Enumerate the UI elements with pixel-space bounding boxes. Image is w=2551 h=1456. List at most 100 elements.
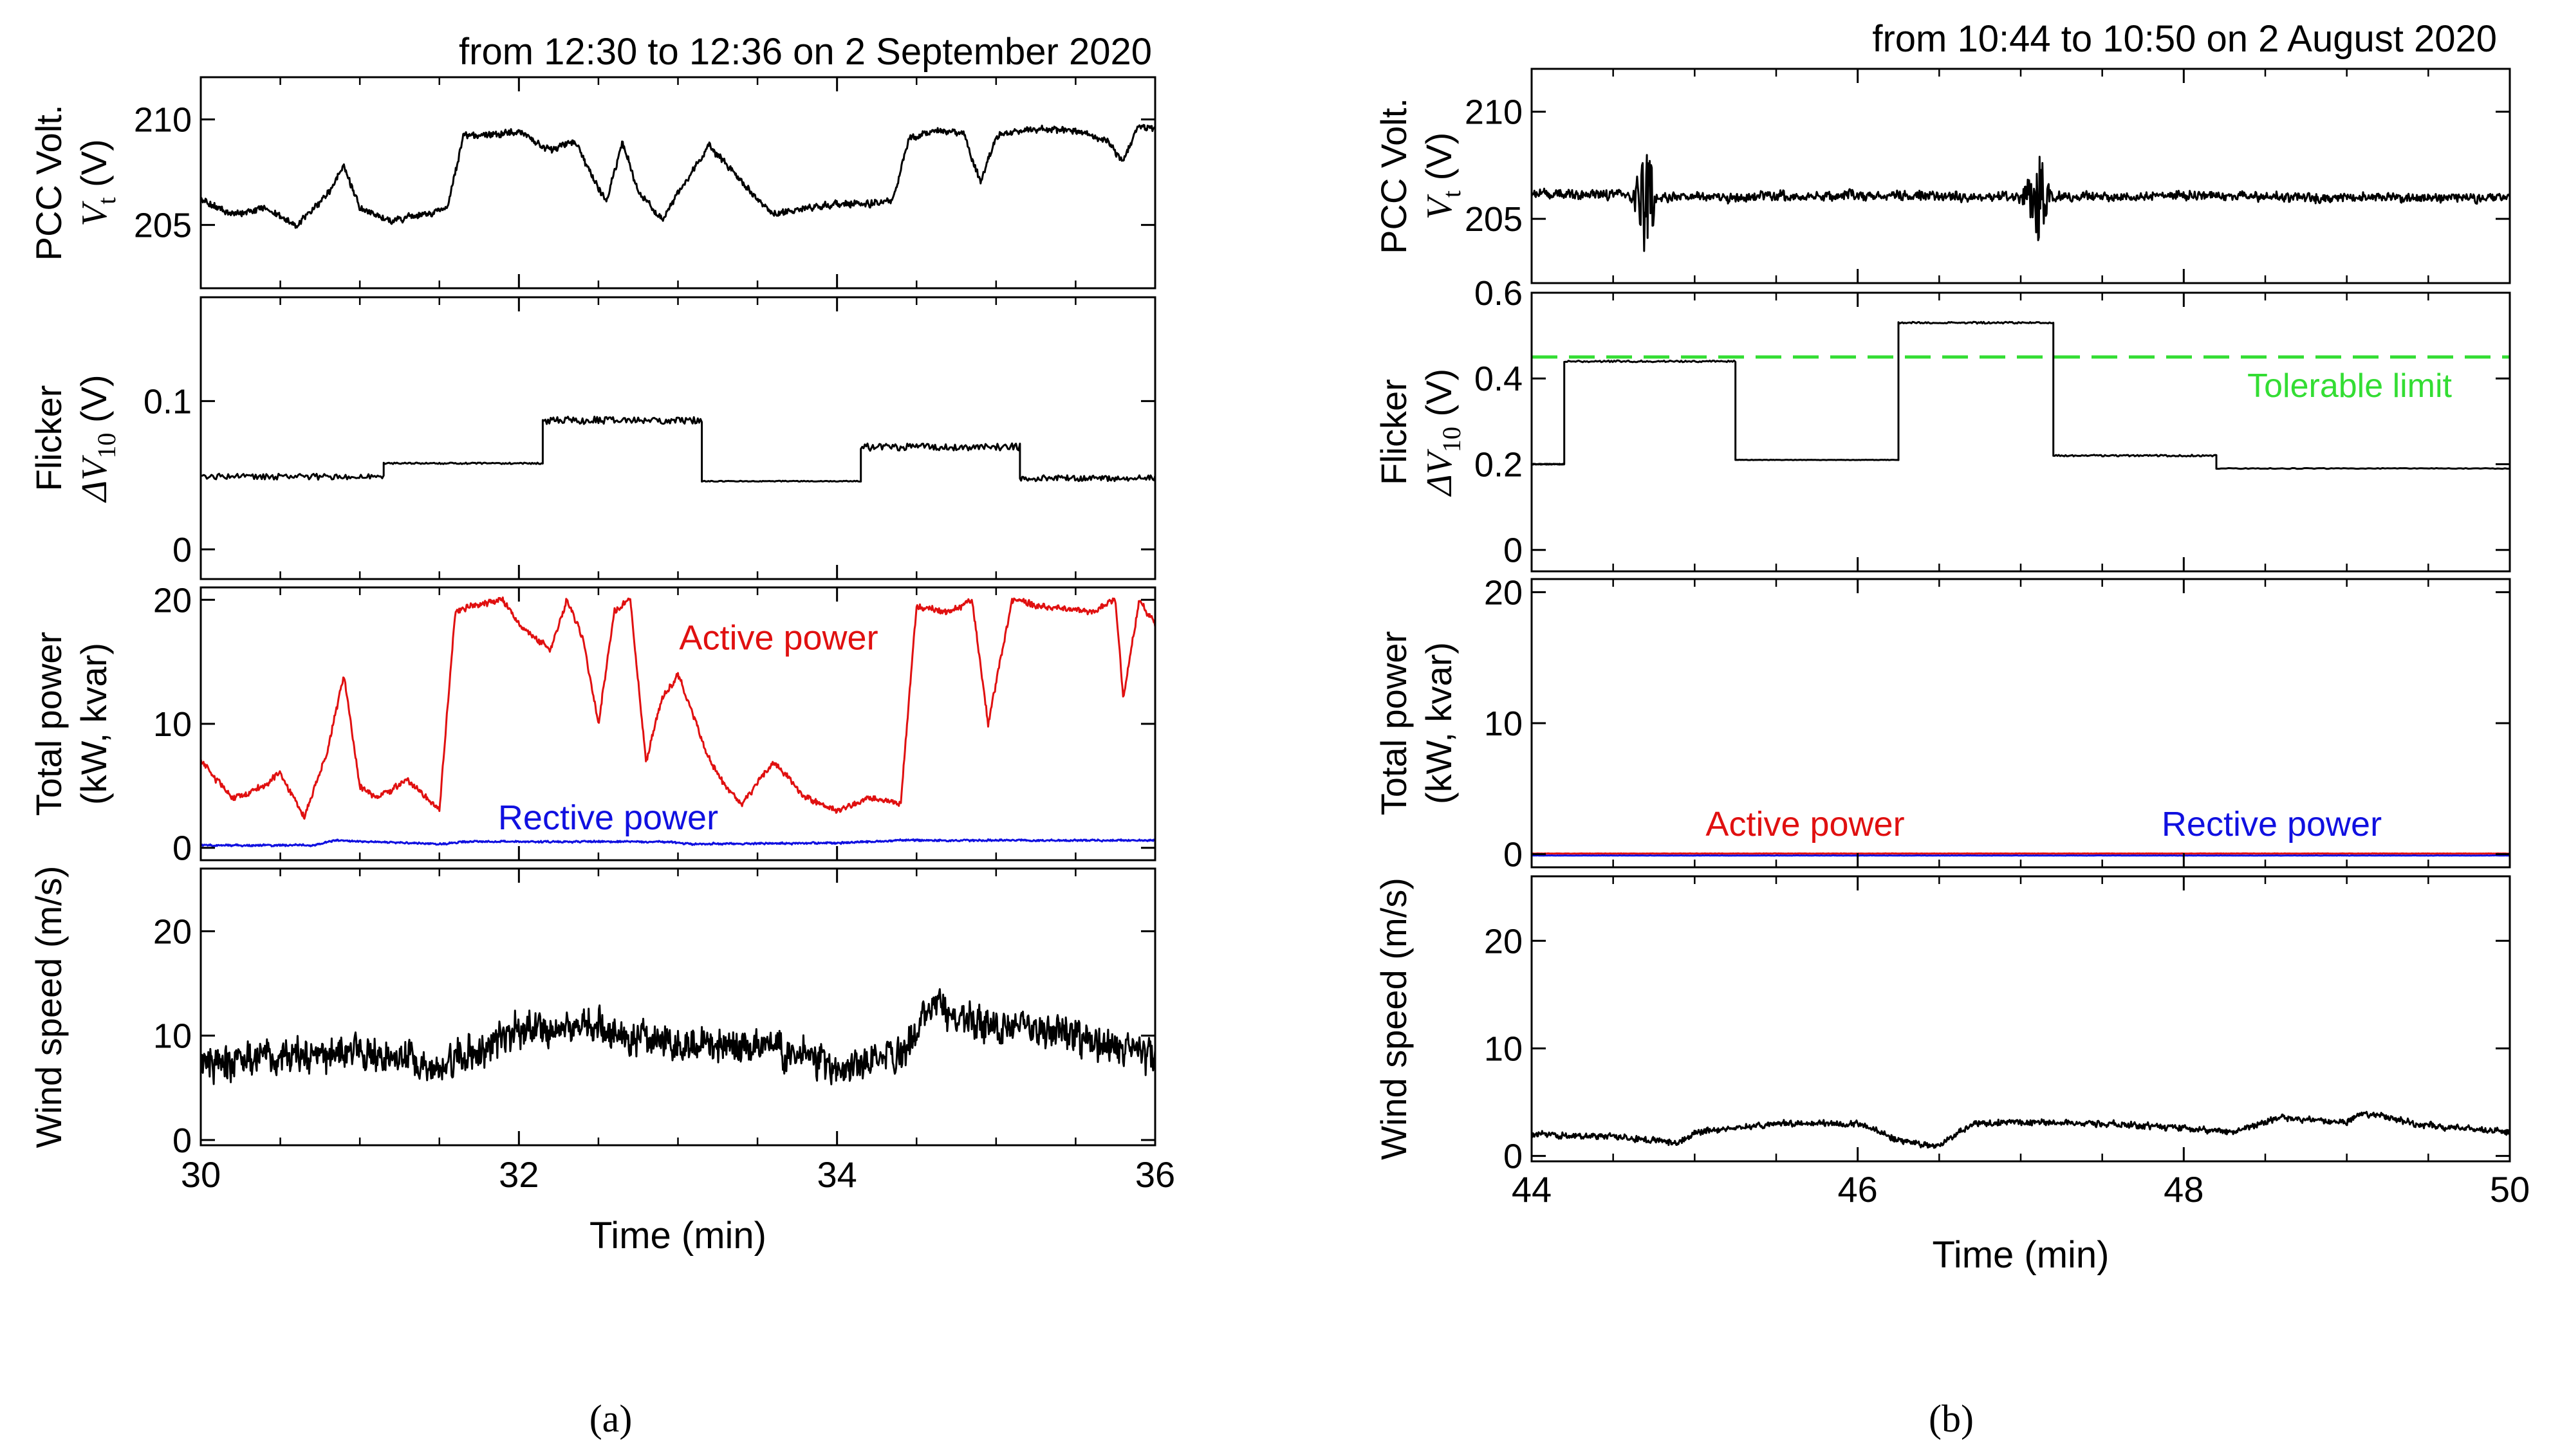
y-axis-label-wind: Wind speed (m/s) — [28, 866, 69, 1148]
series-voltage — [201, 124, 1155, 229]
panel-power-b: Active power Rective power 0 10 20 Total powe… — [1373, 573, 2511, 874]
plot-frame — [199, 296, 1156, 580]
y-axis-subscript: t — [92, 197, 121, 204]
y-tick-label: 0.6 — [1474, 274, 1523, 313]
y-axis-label-wind: Wind speed (m/s) — [1373, 878, 1414, 1160]
panel-label-a: (a) — [589, 1397, 633, 1440]
series-label-reactive-power: Rective power — [2162, 805, 2382, 843]
y-tick-label: 205 — [1465, 200, 1523, 239]
y-axis-symbol: ΔV — [1420, 448, 1460, 497]
x-tick-label: 48 — [2164, 1169, 2203, 1210]
line-reactive-power — [1532, 854, 2510, 857]
x-tick-label: 50 — [2490, 1169, 2530, 1210]
chart-title-b: from 10:44 to 10:50 on 2 August 2020 — [1872, 18, 2497, 60]
y-axis-symbol: V — [1420, 194, 1460, 219]
y-tick-label: 20 — [1484, 573, 1523, 612]
y-tick-label: 0 — [172, 829, 192, 868]
y-tick-label: 20 — [1484, 922, 1523, 961]
y-axis-subscript: 10 — [1437, 427, 1466, 452]
x-tick-label: 44 — [1512, 1169, 1552, 1210]
line-pcc-voltage — [201, 124, 1155, 229]
y-axis-label-flicker: Flicker — [28, 385, 69, 492]
y-tick-label: 10 — [1484, 1029, 1523, 1068]
y-axis-label-power: Total power — [28, 632, 69, 816]
y-tick-label: 205 — [134, 207, 192, 245]
panel-wind-b: 0 10 20 Wind speed (m/s) 44 46 48 50 Time (min) — [1373, 875, 2530, 1276]
y-axis-sublabel-voltage: Vt (V) — [1418, 133, 1466, 220]
series-wind — [201, 988, 1155, 1085]
line-flicker — [1532, 320, 2510, 470]
y-axis-sublabel-power: (kW, kvar) — [1418, 642, 1459, 804]
chart-title-a: from 12:30 to 12:36 on 2 September 2020 — [459, 31, 1152, 73]
panel-flicker-b: Tolerable limit 0 0.2 0.4 0.6 Flicker ΔV10 (V) — [1373, 274, 2511, 573]
panel-flicker-a: 0 0.1 Flicker ΔV10 (V) — [28, 296, 1156, 580]
y-tick-label: 0 — [172, 531, 192, 569]
line-reactive-power — [201, 838, 1155, 847]
tolerable-limit-label: Tolerable limit — [2247, 367, 2452, 405]
y-axis-sublabel-flicker: ΔV10 (V) — [73, 374, 121, 502]
chart-a: from 12:30 to 12:36 on 2 September 20202… — [28, 31, 1175, 1257]
y-axis-symbol: V — [75, 201, 115, 226]
series-voltage — [1532, 154, 2510, 252]
y-axis-sublabel-power: (kW, kvar) — [73, 643, 114, 805]
y-tick-label: 0 — [1503, 1138, 1523, 1176]
y-axis-sublabel-flicker: ΔV10 (V) — [1418, 369, 1466, 497]
series-power — [201, 596, 1155, 847]
plot-frame — [1530, 875, 2511, 1163]
series-label-active-power: Active power — [1705, 805, 1904, 843]
y-axis-subscript: t — [1437, 190, 1466, 198]
line-active-power — [1532, 852, 2510, 855]
x-tick-label: 32 — [499, 1154, 539, 1195]
line-flicker — [201, 416, 1155, 483]
y-tick-label: 10 — [153, 1017, 192, 1056]
plot-frame — [1530, 291, 2511, 573]
panel-label-b: (b) — [1929, 1397, 1974, 1440]
x-tick-label: 36 — [1135, 1154, 1175, 1195]
y-tick-label: 0.2 — [1474, 445, 1523, 484]
x-tick-label: 46 — [1838, 1169, 1878, 1210]
y-axis-unit: (V) — [73, 139, 114, 197]
x-tick-label: 30 — [181, 1154, 221, 1195]
y-tick-label: 0 — [172, 1121, 192, 1160]
chart-b: from 10:44 to 10:50 on 2 August 20202052… — [1373, 18, 2530, 1276]
line-wind-speed — [1532, 1110, 2510, 1149]
series-flicker — [1532, 320, 2510, 470]
plot-frame — [1530, 68, 2511, 284]
y-axis-unit: (V) — [1418, 133, 1459, 190]
y-tick-label: 20 — [153, 581, 192, 620]
line-wind-speed — [201, 988, 1155, 1085]
y-tick-label: 0.4 — [1474, 360, 1523, 398]
y-tick-label: 10 — [1484, 705, 1523, 743]
series-label-reactive-power: Rective power — [498, 798, 718, 837]
y-axis-sublabel-voltage: Vt (V) — [73, 139, 121, 226]
y-axis-subscript: 10 — [92, 433, 121, 459]
y-tick-label: 10 — [153, 705, 192, 744]
x-tick-label: 34 — [817, 1154, 857, 1195]
panel-voltage-b: 205 210 PCC Volt. Vt (V) — [1373, 68, 2511, 284]
series-label-active-power: Active power — [679, 618, 878, 657]
x-axis-label: Time (min) — [1933, 1234, 2110, 1276]
line-pcc-voltage — [1532, 154, 2510, 252]
y-axis-symbol: ΔV — [75, 455, 115, 503]
panel-power-a: Active power Rective power 0 10 20 Total powe… — [28, 581, 1156, 868]
panel-voltage-a: 205 210 PCC Volt. Vt (V) — [28, 76, 1156, 290]
y-tick-label: 210 — [134, 101, 192, 140]
series-wind — [1532, 1110, 2510, 1149]
y-tick-label: 0 — [1503, 531, 1523, 570]
y-axis-label-flicker: Flicker — [1373, 379, 1414, 485]
y-axis-unit: (V) — [73, 374, 114, 432]
y-tick-label: 20 — [153, 912, 192, 951]
y-axis-label-voltage: PCC Volt. — [28, 105, 69, 261]
y-tick-label: 0.1 — [144, 382, 192, 421]
y-axis-label-voltage: PCC Volt. — [1373, 98, 1414, 254]
y-tick-label: 210 — [1465, 93, 1523, 132]
plot-frame — [199, 76, 1156, 290]
series-flicker — [201, 416, 1155, 483]
y-axis-label-power: Total power — [1373, 631, 1414, 815]
series-power — [1532, 852, 2510, 857]
x-axis-label: Time (min) — [589, 1215, 766, 1257]
y-tick-label: 0 — [1503, 836, 1523, 874]
plot-frame — [199, 867, 1156, 1147]
y-axis-unit: (V) — [1418, 369, 1459, 427]
